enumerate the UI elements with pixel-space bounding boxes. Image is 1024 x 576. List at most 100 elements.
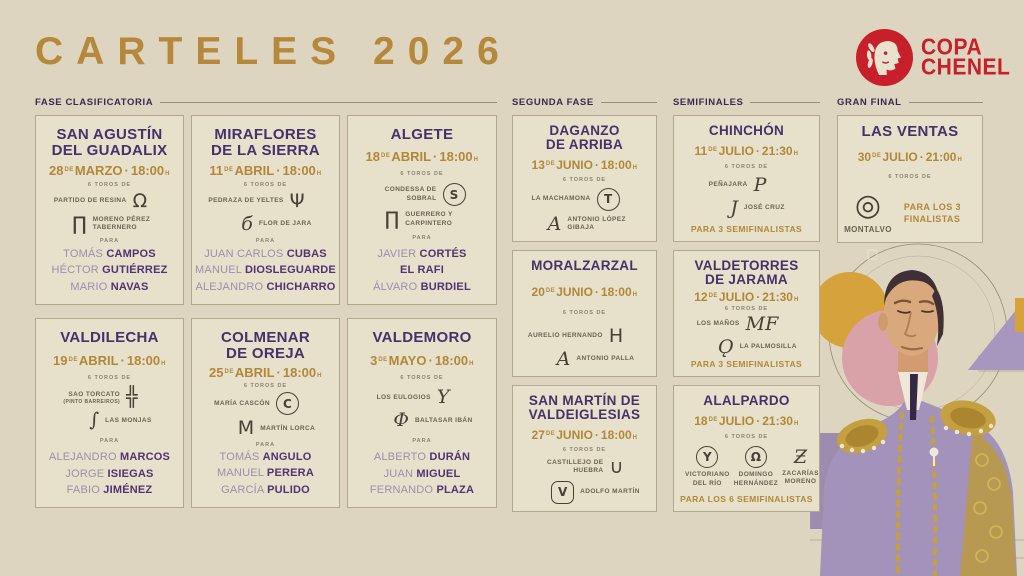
section-label: SEGUNDA FASE — [512, 96, 594, 108]
venue-name: VALDETORRES DE JARAMA — [694, 258, 799, 288]
event-date: 12DEJULIO · 21:30H — [694, 290, 799, 304]
ganaderia-name: MONTALVO — [844, 224, 892, 234]
section-label: SEMIFINALES — [673, 96, 744, 108]
para-label: PARA — [255, 441, 276, 448]
date-month: JUNIO — [556, 157, 593, 172]
zacarias-moreno-brand-icon: Ƶ — [793, 445, 808, 468]
date-day: 12 — [694, 290, 708, 305]
ganaderia-moreno-perez-tabernero: ∏ MORENO PÉREZ TABERNERO — [53, 212, 188, 235]
date-separator: · — [433, 149, 438, 165]
toreros-list: TOMÁS ANGULO MANUEL PERERA GARCÍA PULIDO — [217, 451, 314, 498]
ganaderia-name: SAO TORCATO (PINTO BARREIROS) — [63, 390, 121, 405]
torero-jorge-isiegas: JORGE ISIEGAS — [65, 467, 154, 480]
para-label: PARA — [412, 437, 432, 444]
event-card-chinchon: CHINCHÓN 11DEJULIO · 21:30H 6 TOROS DE PEÑ… — [673, 115, 820, 242]
domingo-hernandez-brand-icon: Ω — [744, 446, 767, 469]
toros-label: 6 TOROS DE — [562, 176, 607, 183]
venue-line: VALDETORRES — [694, 258, 799, 273]
event-date: 13DEJUNIO · 18:00H — [532, 158, 638, 172]
ganaderia-maria-cascon: MARÍA CASCÓN C — [189, 392, 324, 416]
venue-line: DAGANZO — [549, 123, 620, 138]
date-separator: · — [428, 353, 433, 369]
date-de: DE — [380, 153, 391, 160]
poster-title: CARTELES 2026 — [35, 30, 512, 73]
ganaderia-los-manos: LOS MAÑOS MF — [670, 312, 805, 335]
torero-juan-carlos-cubas: JUAN CARLOS CUBAS — [204, 247, 327, 260]
ganaderia-aurelio-hernando: AURELIO HERNANDO H — [509, 327, 642, 346]
date-de: DE — [224, 369, 234, 376]
torero-manuel-perera: MANUEL PERERA — [217, 467, 314, 480]
ganaderias-list: CONDESSA DE SOBRAL S ∏ GUERRERO Y CARPINTER… — [354, 183, 490, 229]
section-divider — [908, 101, 983, 103]
ganaderia-name: LOS EULOGIOS — [376, 393, 431, 401]
event-card-colmenar-de-oreja: COLMENAR DE OREJA 25DEABRIL · 18:00H 6 TORO… — [191, 318, 340, 508]
ganaderia-name: CASTILLEJO DE HUEBRA — [547, 459, 604, 475]
moreno-perez-tabernero-brand-icon: ∏ — [72, 212, 87, 235]
date-time: 21:30 — [762, 290, 793, 305]
castillejo-de-huebra-brand-icon: ∪ — [609, 455, 624, 478]
torero-mario-navas: MARIO NAVAS — [70, 281, 149, 294]
toros-label: 6 TOROS DE — [87, 181, 132, 188]
ganaderia-name: CONDESSA DE SOBRAL — [384, 186, 437, 202]
toros-label: 6 TOROS DE — [724, 164, 769, 171]
sao-torcato-brand-icon: ╬ — [126, 386, 138, 409]
martin-lorca-brand-icon: M — [237, 417, 255, 440]
date-separator: · — [919, 150, 924, 165]
ganaderia-flor-de-jara: б FLOR DE JARA — [209, 214, 344, 234]
date-day: 13 — [531, 157, 545, 172]
event-card-miraflores-de-la-sierra: MIRAFLORES DE LA SIERRA 11DEABRIL · 18:00H … — [191, 115, 340, 305]
ganaderias-list: LA MACHAMONA T A ANTONIO LÓPEZ GIBAJA — [518, 187, 651, 234]
venue-line: DE OREJA — [225, 345, 306, 363]
date-de: DE — [545, 430, 556, 437]
logo-wordmark: COPA CHENEL — [921, 36, 1010, 79]
ganaderia-subname: (PINTO BARREIROS) — [63, 398, 121, 405]
date-month: ABRIL — [391, 149, 432, 165]
aurelio-hernando-brand-icon: H — [608, 325, 624, 347]
antonio-palla-brand-icon: A — [556, 348, 571, 370]
ganaderias-list: Y VICTORIANO DEL RÍO Ω DOMINGO HERNÁNDEZ Ƶ ZA… — [679, 445, 819, 488]
date-month: MARZO — [74, 163, 123, 179]
torero-el-rafi: EL RAFI — [400, 264, 444, 277]
date-time: 18:00 — [282, 163, 316, 179]
date-separator: · — [124, 163, 129, 179]
ganaderias-list: MARÍA CASCÓN C M MARTÍN LORCA — [198, 392, 333, 438]
date-time: 21:30 — [762, 414, 793, 429]
ganaderia-name: LA MACHAMONA — [531, 195, 591, 203]
ganaderia-name: VICTORIANO DEL RÍO — [685, 471, 730, 487]
ganaderia-name: MARTÍN LORCA — [260, 424, 316, 432]
torero-alejandro-marcos: ALEJANDRO MARCOS — [48, 450, 171, 463]
date-day: 3 — [370, 353, 378, 369]
venue-line: DE LA SIERRA — [211, 142, 320, 160]
ganaderia-name: AURELIO HERNANDO — [527, 332, 603, 340]
baltasar-iban-brand-icon: Φ — [393, 409, 409, 432]
toros-label: 6 TOROS DE — [562, 309, 607, 316]
torero-alejandro-chicharro: ALEJANDRO CHICHARRO — [195, 281, 336, 294]
ganaderias-list: LOS EULOGIOS Y Φ BALTASAR IBÁN — [354, 388, 490, 430]
qualifiers-note: PARA LOS 6 SEMIFINALISTAS — [680, 494, 813, 504]
ganaderias-list: CASTILLEJO DE HUEBRA ∪ V ADOLFO MARTÍN — [518, 455, 651, 504]
ganaderia-name: ZACARÍAS MORENO — [782, 469, 819, 486]
date-day: 18 — [365, 149, 380, 165]
section-header: SEMIFINALES — [673, 96, 820, 108]
date-time: 18:00 — [282, 365, 317, 381]
venue-line: DE ARRIBA — [545, 137, 624, 153]
date-hour-suffix: H — [473, 157, 479, 164]
cards-semis: CHINCHÓN 11DEJULIO · 21:30H 6 TOROS DE PEÑ… — [673, 115, 820, 512]
date-de: DE — [64, 167, 74, 174]
ganaderia-name: LA PALMOSILLA — [739, 343, 797, 350]
date-hour-suffix: H — [632, 434, 638, 441]
venue-name: SAN MARTÍN DE VALDEIGLESIAS — [529, 393, 641, 423]
la-palmosilla-brand-icon: Ǫ — [718, 335, 734, 358]
venue-line: VALDILECHA — [60, 329, 159, 346]
pedraza-de-yeltes-brand-icon: Ψ — [289, 189, 305, 212]
section-header: FASE CLASIFICATORIA — [35, 96, 497, 108]
event-date: 3DEMAYO · 18:00H — [370, 353, 474, 368]
venue-line: MORALZARZAL — [531, 258, 638, 273]
torero-fabio-jimenez: FABIO JIMÉNEZ — [66, 484, 153, 497]
para-label: PARA — [99, 437, 120, 444]
toros-label: 6 TOROS DE — [724, 306, 769, 313]
section-segunda-fase: SEGUNDA FASE DAGANZO DE ARRIBA 13DEJUNIO ·… — [512, 96, 657, 512]
los-manos-brand-icon: MF — [745, 312, 779, 335]
venue-line: ALGETE — [390, 126, 454, 143]
